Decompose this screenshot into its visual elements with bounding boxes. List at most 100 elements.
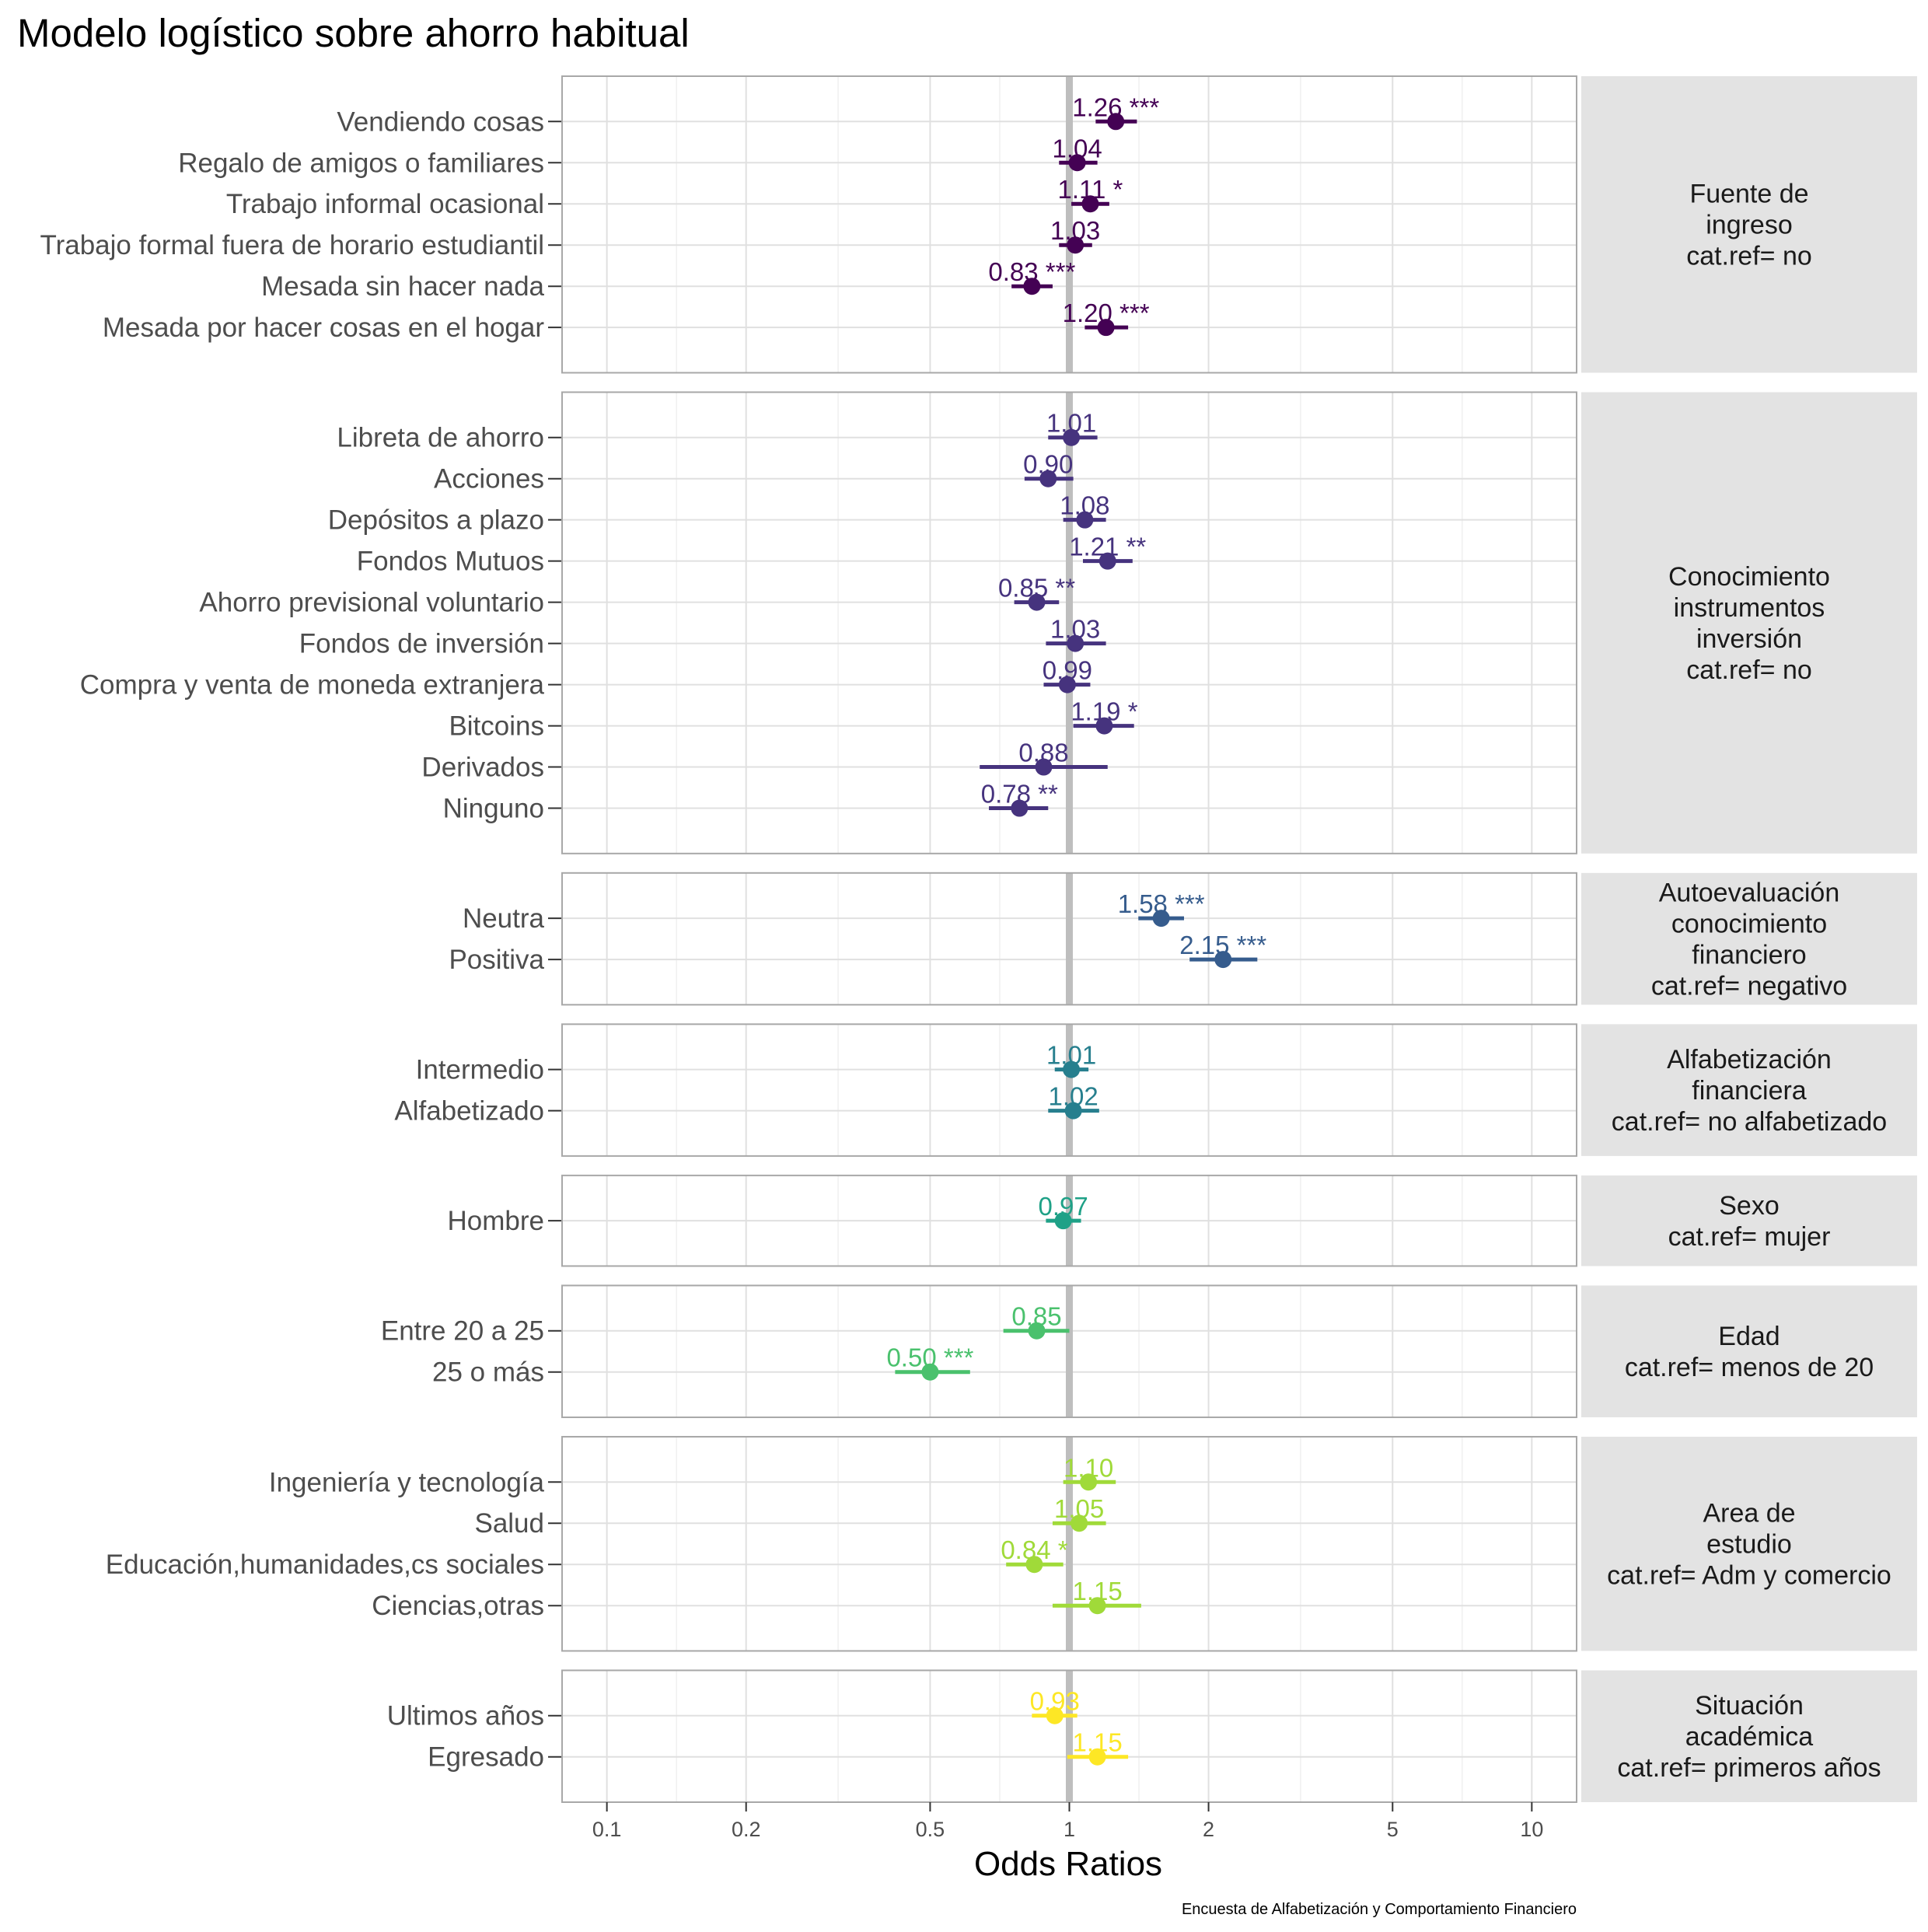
panel-7: Ultimos años Egresado 0.93 1.15 Situaciónaca… — [387, 1669, 1917, 1803]
facet-strip — [1581, 1670, 1917, 1802]
x-tick-label: 0.5 — [916, 1818, 945, 1841]
facet-strip — [1581, 76, 1917, 373]
odds-ratio-point — [1028, 593, 1046, 611]
facet-strip — [1581, 392, 1917, 854]
odds-ratio-point — [1063, 428, 1081, 446]
odds-ratio-point — [921, 1363, 939, 1381]
facet-strip-label: Fuente de — [1689, 180, 1808, 209]
odds-ratio-point — [1095, 717, 1113, 735]
facet-strip-label: Alfabetización — [1667, 1045, 1832, 1074]
x-axis: 0.1 0.2 0.5 1 2 5 10 — [592, 1802, 1543, 1841]
panels-layer: Vendiendo cosas Regalo de amigos o famili… — [40, 75, 1917, 1803]
facet-strip-label: Situación — [1695, 1691, 1804, 1721]
odds-ratio-point — [1081, 195, 1099, 213]
row-label: Ciencias,otras — [372, 1591, 544, 1621]
x-tick-label: 0.2 — [732, 1818, 761, 1841]
facet-strip-label: instrumentos — [1674, 593, 1825, 623]
panel-border — [561, 1284, 1577, 1418]
facet-strip-label: cat.ref= Adm y comercio — [1607, 1561, 1891, 1591]
odds-ratio-point — [1088, 1748, 1106, 1766]
data-label: 0.78 ** — [981, 780, 1058, 809]
data-label: 1.04 — [1053, 134, 1102, 162]
facet-strip-label: inversión — [1696, 624, 1802, 654]
data-label: 1.01 — [1046, 409, 1096, 438]
data-label: 1.02 — [1048, 1082, 1098, 1111]
data-label: 0.99 — [1043, 656, 1092, 685]
row-label: Ultimos años — [387, 1701, 544, 1731]
data-label: 0.88 — [1018, 739, 1068, 767]
caption: Encuesta de Alfabetización y Comportamie… — [1182, 1901, 1577, 1918]
row-label: Alfabetizado — [394, 1096, 544, 1127]
panel-border — [561, 391, 1577, 854]
row-label: Trabajo formal fuera de horario estudian… — [40, 230, 545, 260]
data-label: 0.93 — [1030, 1687, 1080, 1716]
row-label: Fondos Mutuos — [357, 547, 544, 577]
data-label: 1.15 — [1072, 1728, 1122, 1757]
row-label: Positiva — [449, 945, 544, 975]
facet-strip-label: financiera — [1692, 1076, 1807, 1106]
facet-strip-label: Autoevaluación — [1659, 879, 1840, 908]
facet-strip-label: conocimiento — [1671, 910, 1827, 939]
data-label: 0.84 * — [1001, 1535, 1067, 1564]
row-label: Ingeniería y tecnología — [269, 1467, 545, 1497]
odds-ratio-point — [1011, 799, 1029, 817]
facet-strip-label: cat.ref= no — [1686, 655, 1812, 685]
chart-title: Modelo logístico sobre ahorro habitual — [17, 11, 690, 55]
odds-ratio-point — [1152, 910, 1170, 928]
row-label: Entre 20 a 25 — [381, 1316, 544, 1347]
facet-strip-label: cat.ref= no alfabetizado — [1612, 1107, 1887, 1137]
odds-ratio-point — [1098, 552, 1116, 570]
data-label: 0.85 — [1011, 1302, 1061, 1331]
panel-border — [561, 1435, 1577, 1652]
odds-ratio-point — [1076, 511, 1094, 529]
data-label: 1.03 — [1050, 615, 1100, 644]
data-label: 1.21 ** — [1069, 533, 1146, 561]
facet-strip-label: ingreso — [1706, 211, 1793, 240]
panel-5: Entre 20 a 25 25 o más 0.85 0.50 *** Edadcat… — [381, 1284, 1917, 1418]
data-label: 2.15 *** — [1179, 931, 1266, 959]
row-label: Compra y venta de moneda extranjera — [80, 670, 545, 700]
odds-ratio-point — [1028, 1322, 1046, 1340]
facet-strip-label: cat.ref= no — [1686, 242, 1812, 271]
odds-ratio-point — [1068, 154, 1086, 172]
row-label: Fondos de inversión — [299, 629, 544, 659]
facet-strip-label: cat.ref= menos de 20 — [1625, 1353, 1874, 1382]
odds-ratio-point — [1214, 951, 1232, 969]
facet-strip — [1581, 1285, 1917, 1417]
row-label: Intermedio — [416, 1055, 544, 1085]
data-label: 0.85 ** — [998, 574, 1075, 603]
odds-ratio-point — [1080, 1473, 1098, 1491]
facet-strip-label: cat.ref= negativo — [1651, 972, 1847, 1001]
panel-1: Libreta de ahorro Acciones Depósitos a pla… — [80, 391, 1917, 854]
data-label: 1.11 * — [1058, 175, 1123, 204]
row-label: Educación,humanidades,cs sociales — [106, 1549, 544, 1580]
row-label: Ahorro previsional voluntario — [199, 588, 544, 618]
x-tick-label: 2 — [1203, 1818, 1214, 1841]
row-label: Ninguno — [443, 794, 544, 824]
panel-border — [561, 1174, 1577, 1267]
x-tick-label: 1 — [1064, 1818, 1075, 1841]
row-label: Libreta de ahorro — [337, 423, 544, 453]
data-label: 1.03 — [1050, 216, 1100, 245]
row-label: Trabajo informal ocasional — [226, 189, 544, 219]
facet-strip-label: cat.ref= mujer — [1668, 1222, 1831, 1252]
x-axis-label: Odds Ratios — [974, 1845, 1162, 1883]
row-label: Depósitos a plazo — [328, 505, 544, 536]
data-label: 0.83 *** — [988, 257, 1075, 286]
row-label: Salud — [474, 1508, 544, 1539]
data-label: 1.26 *** — [1072, 93, 1159, 121]
data-label: 0.97 — [1039, 1192, 1088, 1221]
facet-strip-label: estudio — [1706, 1530, 1792, 1560]
x-tick-label: 5 — [1387, 1818, 1399, 1841]
facet-strip-label: Sexo — [1719, 1191, 1780, 1221]
row-label: Neutra — [463, 903, 545, 934]
panel-border — [561, 1023, 1577, 1157]
data-label: 1.05 — [1054, 1494, 1104, 1523]
facet-strip-label: académica — [1685, 1722, 1814, 1752]
odds-ratio-point — [1097, 319, 1115, 337]
odds-ratio-point — [1023, 278, 1041, 295]
panel-0: Vendiendo cosas Regalo de amigos o famili… — [40, 75, 1917, 374]
